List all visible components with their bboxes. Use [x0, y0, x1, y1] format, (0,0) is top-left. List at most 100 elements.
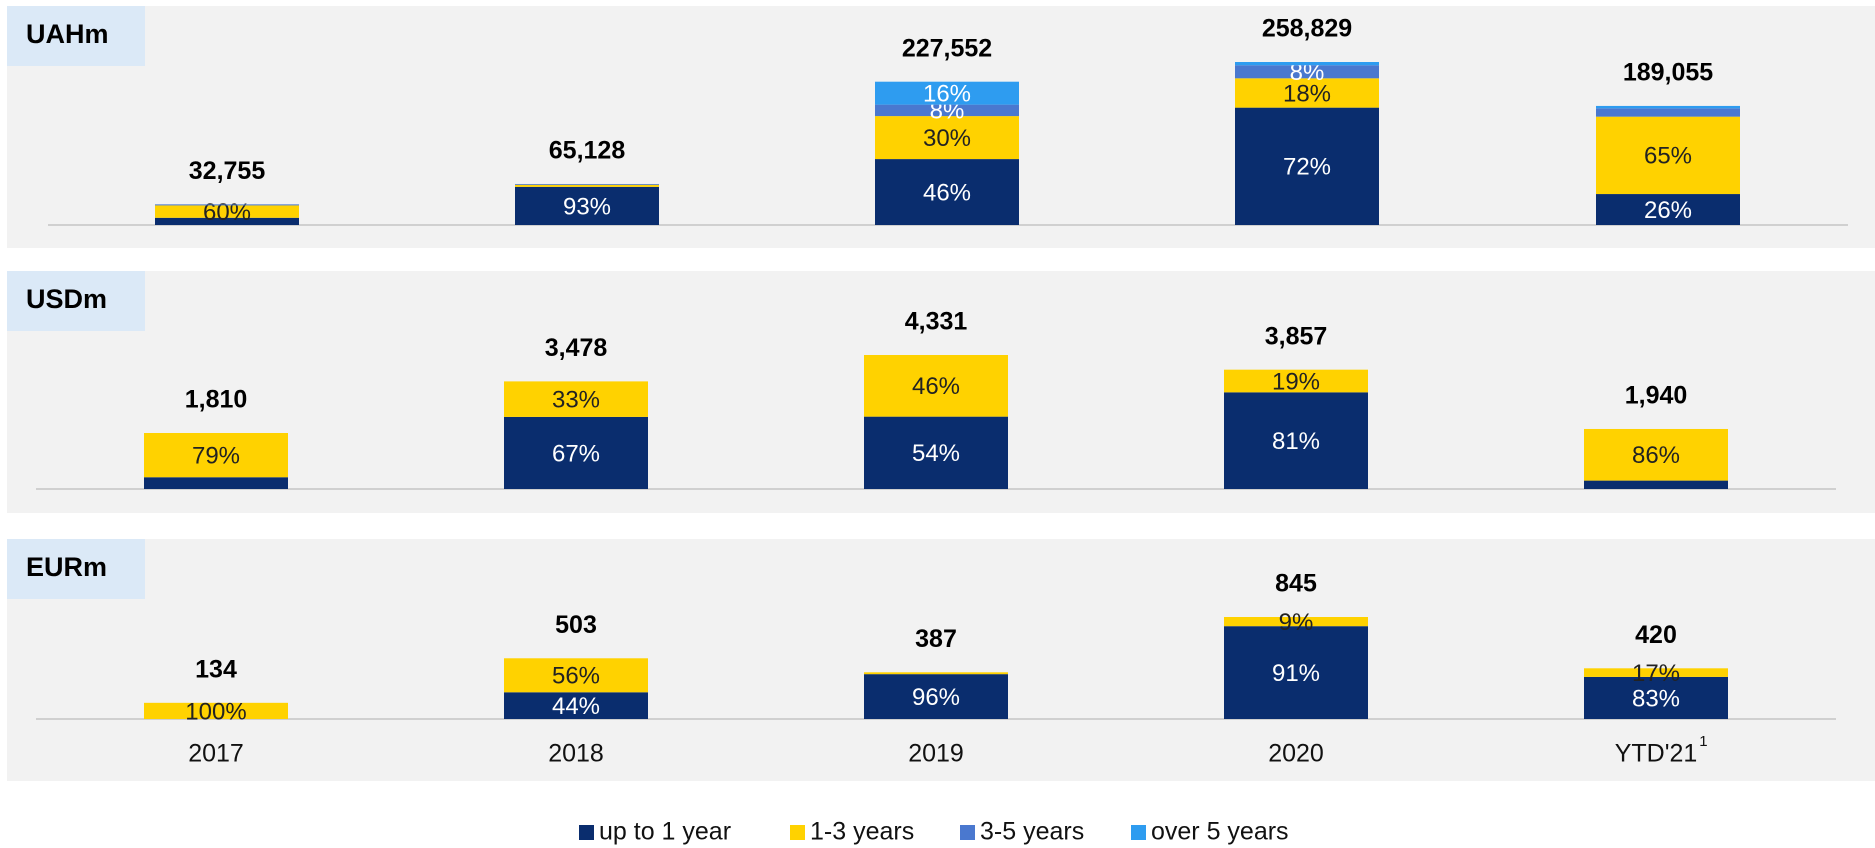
bar-segment: [1224, 626, 1368, 719]
segment-label: 86%: [1632, 442, 1680, 469]
total-label: 503: [555, 611, 597, 639]
bar-segment: [1584, 428, 1728, 481]
total-label: 1,940: [1625, 382, 1688, 410]
bar-segment: [875, 104, 1019, 117]
segment-label: 91%: [1272, 660, 1320, 687]
bar-segment: [504, 416, 648, 489]
x-tick-label: 2017: [188, 740, 244, 768]
segment-label: 100%: [185, 698, 246, 725]
bar-segment: [875, 116, 1019, 160]
bar-segment: [1235, 65, 1379, 79]
total-label: 65,128: [549, 137, 626, 165]
bar-segment: [515, 184, 659, 187]
bar-segment: [155, 204, 299, 206]
bar-segment: [875, 81, 1019, 105]
segment-label: 30%: [923, 125, 971, 152]
segment-label: 17%: [1632, 660, 1680, 687]
x-tick-label: 2019: [908, 740, 964, 768]
panel-title-bg: [7, 539, 145, 599]
bar-segment: [1224, 617, 1368, 627]
segment-label: 93%: [563, 193, 611, 220]
legend-swatch: [1131, 825, 1146, 840]
panel-title: EURm: [26, 552, 107, 582]
total-label: 845: [1275, 570, 1317, 598]
legend-label: 3-5 years: [980, 818, 1084, 846]
segment-label: 56%: [552, 663, 600, 690]
bar-segment: [1224, 392, 1368, 489]
segment-label: 83%: [1632, 685, 1680, 712]
segment-label: 26%: [1644, 197, 1692, 224]
segment-label: 72%: [1283, 154, 1331, 181]
total-label: 258,829: [1262, 15, 1352, 43]
legend-swatch: [790, 825, 805, 840]
legend-label: 1-3 years: [810, 818, 914, 846]
bar-segment: [1596, 116, 1740, 195]
bar-segment: [155, 217, 299, 225]
bar-segment: [144, 702, 288, 719]
total-label: 3,478: [545, 334, 608, 362]
x-tick-label: 2020: [1268, 740, 1324, 768]
segment-label: 16%: [923, 81, 971, 108]
segment-label: 65%: [1644, 143, 1692, 170]
bar-segment: [864, 672, 1008, 675]
bar-segment: [1584, 480, 1728, 489]
legend-label: over 5 years: [1151, 818, 1289, 846]
legend-swatch: [579, 825, 594, 840]
bar-segment: [1235, 62, 1379, 66]
panel-title-bg: [7, 271, 145, 331]
total-label: 420: [1635, 621, 1677, 649]
total-label: 189,055: [1623, 59, 1713, 87]
segment-label: 96%: [912, 684, 960, 711]
segment-label: 19%: [1272, 368, 1320, 395]
bar-segment: [1584, 676, 1728, 719]
bar-segment: [1596, 108, 1740, 117]
segment-label: 46%: [923, 179, 971, 206]
total-label: 32,755: [189, 157, 266, 185]
bar-segment: [1584, 668, 1728, 677]
bar-segment: [864, 674, 1008, 719]
panel-title: UAHm: [26, 19, 109, 49]
legend-swatch: [960, 825, 975, 840]
bar-segment: [1596, 194, 1740, 225]
bar-segment: [864, 416, 1008, 489]
bar-segment: [1235, 107, 1379, 225]
bar-segment: [515, 183, 659, 185]
bar-segment: [504, 381, 648, 417]
bar-segment: [144, 432, 288, 478]
segment-label: 60%: [203, 199, 251, 226]
segment-label: 9%: [1279, 609, 1314, 636]
bar-segment: [504, 692, 648, 719]
bar-segment: [155, 205, 299, 218]
bar-segment: [1235, 78, 1379, 108]
total-label: 227,552: [902, 34, 992, 62]
total-label: 3,857: [1265, 322, 1328, 350]
segment-label: 79%: [192, 442, 240, 469]
total-label: 1,810: [185, 386, 248, 414]
bar-segment: [864, 355, 1008, 417]
bar-segment: [144, 477, 288, 489]
segment-label: 81%: [1272, 428, 1320, 455]
segment-label: 67%: [552, 440, 600, 467]
segment-label: 33%: [552, 386, 600, 413]
bar-segment: [875, 159, 1019, 225]
bar-segment: [1224, 369, 1368, 393]
segment-label: 46%: [912, 373, 960, 400]
total-label: 134: [195, 655, 237, 683]
panel-bg: [7, 539, 1875, 781]
panel-title: USDm: [26, 284, 107, 314]
footnote-mark: 1: [1699, 733, 1707, 750]
total-label: 4,331: [905, 308, 968, 336]
legend-label: up to 1 year: [599, 818, 731, 846]
segment-label: 44%: [552, 693, 600, 720]
x-tick-label: YTD'21: [1615, 740, 1698, 768]
bar-segment: [1596, 105, 1740, 109]
total-label: 387: [915, 625, 957, 653]
panel-title-bg: [7, 6, 145, 66]
segment-label: 18%: [1283, 80, 1331, 107]
x-tick-label: 2018: [548, 740, 604, 768]
segment-label: 54%: [912, 440, 960, 467]
bar-segment: [515, 186, 659, 225]
bar-segment: [504, 658, 648, 693]
